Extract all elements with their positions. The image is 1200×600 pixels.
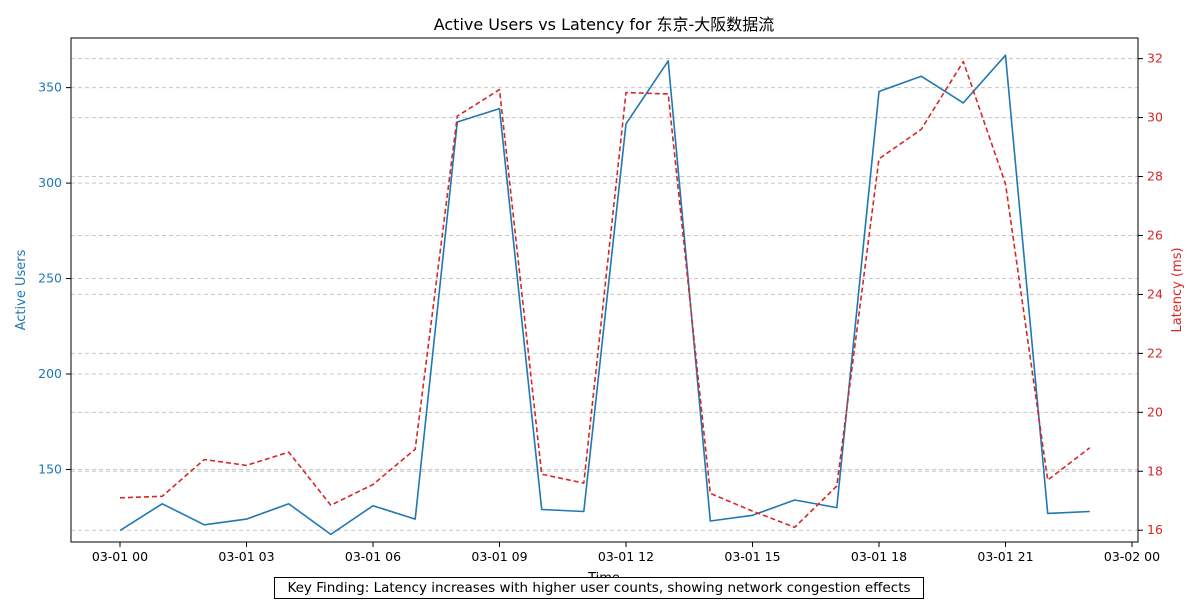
x-tick-label: 03-01 03 (218, 549, 274, 564)
y-right-tick-label: 28 (1147, 169, 1163, 184)
active-users-line (119, 54, 1090, 536)
x-tick-label: 03-01 15 (724, 549, 780, 564)
y-right-tick-label: 22 (1147, 345, 1163, 360)
y-right-tick-label: 20 (1147, 404, 1163, 419)
y-left-tick-label: 350 (38, 80, 62, 95)
y-right-tick-label: 32 (1147, 51, 1163, 66)
x-tick-label: 03-01 18 (851, 549, 907, 564)
y-right-tick-label: 16 (1147, 522, 1163, 537)
y-right-tick-label: 26 (1147, 227, 1163, 242)
chart-title: Active Users vs Latency for 东京-大阪数据流 (434, 15, 775, 34)
y-axis-left-label: Active Users (14, 249, 29, 330)
key-finding-annotation: Key Finding: Latency increases with high… (274, 577, 924, 599)
gridlines (71, 58, 1138, 531)
plot-area-frame (70, 37, 1139, 543)
x-tick-label: 03-01 21 (977, 549, 1033, 564)
y-axis-right-label: Latency (ms) (1170, 247, 1185, 332)
y-left-tick-label: 200 (38, 366, 62, 381)
axes-layer: 150 200 250 300 350 16 18 20 22 24 26 28 30 32 03-01 0… (38, 51, 1163, 564)
x-tick-label: 03-01 12 (598, 549, 654, 564)
x-tick-label: 03-02 00 (1104, 549, 1160, 564)
y-right-tick-label: 30 (1147, 110, 1163, 125)
y-right-tick-label: 18 (1147, 463, 1163, 478)
series-layer (119, 54, 1091, 536)
x-tick-label: 03-01 00 (92, 549, 148, 564)
y-right-tick-label: 24 (1147, 286, 1163, 301)
x-tick-label: 03-01 06 (345, 549, 401, 564)
y-left-tick-label: 250 (38, 271, 62, 286)
y-left-tick-label: 150 (38, 461, 62, 476)
y-left-tick-label: 300 (38, 175, 62, 190)
latency-line (119, 60, 1091, 529)
x-tick-label: 03-01 09 (471, 549, 527, 564)
